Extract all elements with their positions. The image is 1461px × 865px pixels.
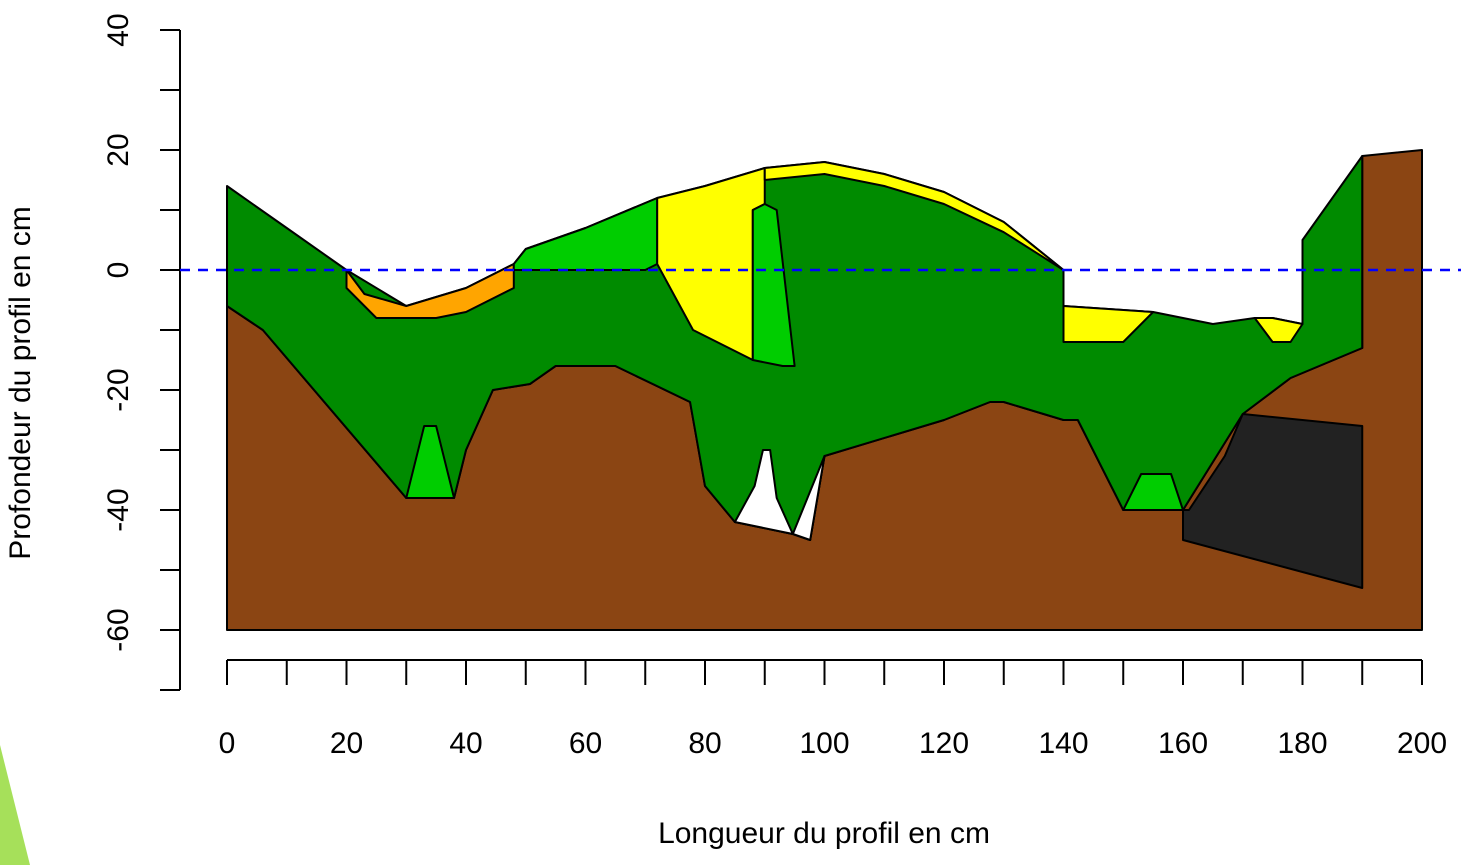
chart: Longueur du profil en cm Profondeur du p… (0, 0, 1461, 865)
y-tick-label: -40 (102, 488, 135, 531)
y-axis-title: Profondeur du profil en cm (4, 206, 37, 560)
x-tick-label: 40 (449, 727, 482, 760)
decoration (0, 745, 30, 865)
x-tick-label: 140 (1038, 727, 1088, 760)
plot-area (227, 150, 1422, 630)
x-tick-label: 100 (799, 727, 849, 760)
y-tick-label: -20 (102, 368, 135, 411)
x-tick-label: 80 (688, 727, 721, 760)
x-axis-title: Longueur du profil en cm (658, 817, 990, 850)
x-tick-label: 200 (1397, 727, 1447, 760)
x-tick-label: 0 (219, 727, 236, 760)
y-tick-label: 20 (102, 133, 135, 166)
x-tick-label: 120 (919, 727, 969, 760)
y-tick-label: -60 (102, 608, 135, 651)
y-tick-label: 40 (102, 13, 135, 46)
soil-layer (514, 198, 657, 270)
soil-layer (227, 156, 1362, 540)
y-tick-label: 0 (102, 262, 135, 279)
x-tick-label: 180 (1277, 727, 1327, 760)
x-tick-label: 20 (330, 727, 363, 760)
x-tick-label: 60 (569, 727, 602, 760)
x-tick-label: 160 (1158, 727, 1208, 760)
